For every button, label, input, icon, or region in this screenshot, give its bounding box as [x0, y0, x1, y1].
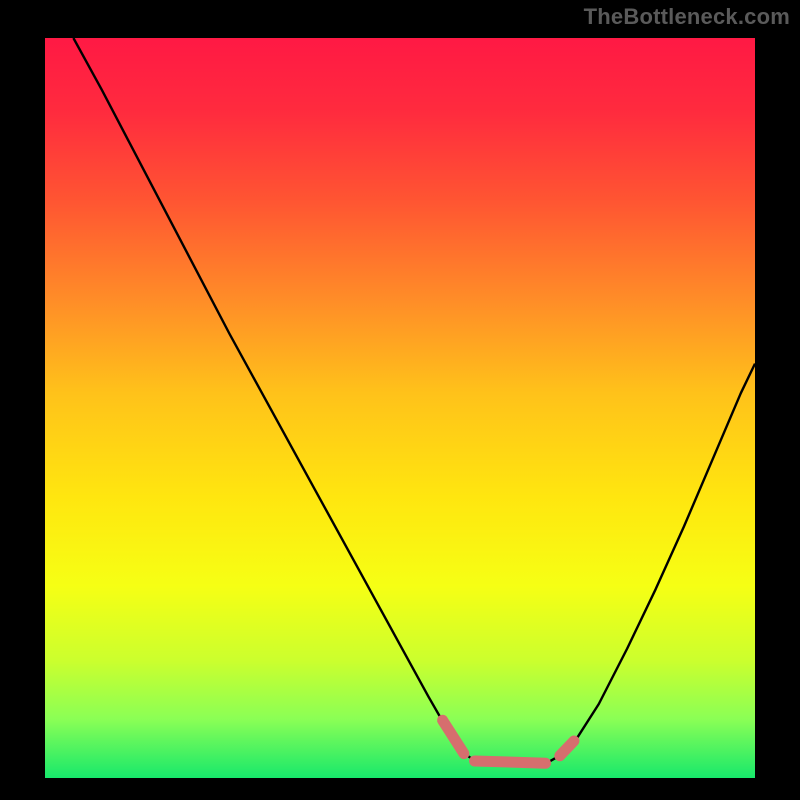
gradient-background — [45, 38, 755, 778]
watermark-text: TheBottleneck.com — [584, 4, 790, 30]
plot-area — [45, 38, 755, 778]
optimal-range-marker-1 — [475, 761, 546, 763]
bottleneck-curve-chart — [45, 38, 755, 778]
chart-frame: TheBottleneck.com — [0, 0, 800, 800]
